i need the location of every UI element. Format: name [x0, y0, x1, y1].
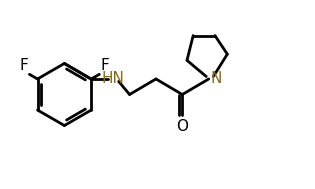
Text: O: O — [176, 119, 188, 134]
Text: N: N — [210, 71, 222, 87]
Text: HN: HN — [101, 71, 124, 87]
Text: F: F — [101, 58, 110, 73]
Text: F: F — [19, 58, 28, 73]
